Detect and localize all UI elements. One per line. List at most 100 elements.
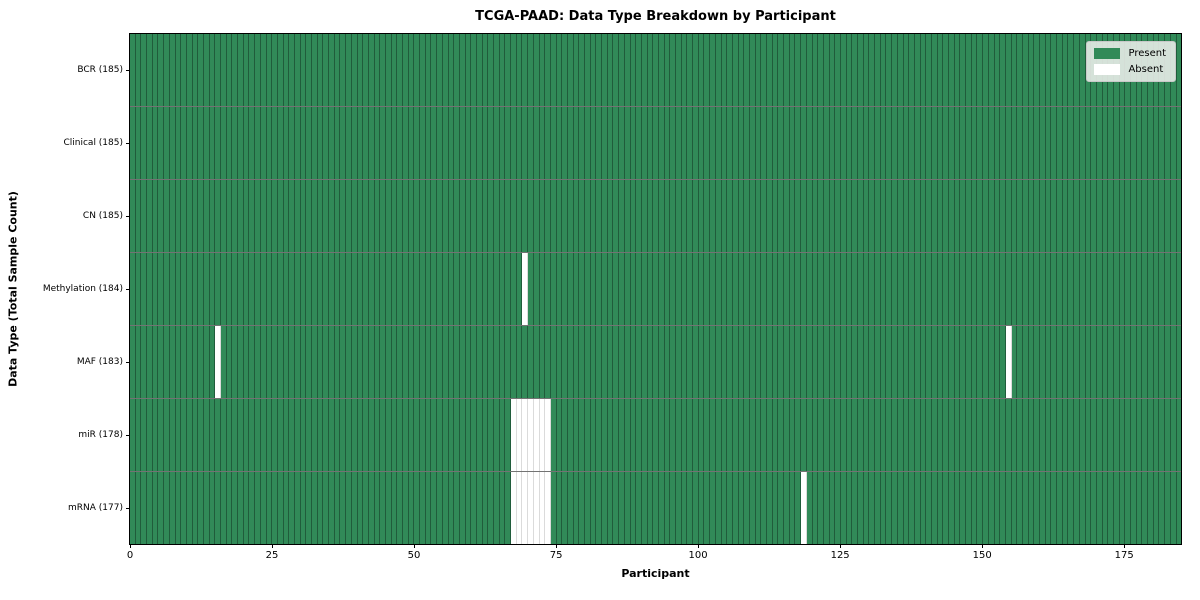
heatmap-cell	[681, 399, 688, 471]
heatmap-cell	[988, 180, 995, 252]
heatmap-cell	[255, 472, 261, 544]
heatmap-cell	[215, 472, 221, 544]
heatmap-cell	[732, 107, 739, 179]
heatmap-cell	[897, 180, 904, 252]
heatmap-cell	[852, 34, 858, 106]
heatmap-cell	[1113, 253, 1120, 325]
heatmap-cell	[198, 472, 204, 544]
heatmap-cell	[306, 34, 312, 106]
heatmap-cell	[221, 253, 227, 325]
heatmap-cell	[1159, 472, 1166, 544]
heatmap-cell	[875, 253, 881, 325]
heatmap-cell	[533, 472, 540, 544]
heatmap-cell	[334, 180, 341, 252]
heatmap-cell	[317, 326, 324, 398]
heatmap-cell	[966, 472, 972, 544]
heatmap-cell	[249, 34, 256, 106]
heatmap-cell	[380, 107, 386, 179]
heatmap-cell	[431, 34, 438, 106]
heatmap-cell	[1170, 107, 1177, 179]
heatmap-cell	[619, 399, 625, 471]
heatmap-cell	[340, 180, 347, 252]
heatmap-cell	[732, 180, 739, 252]
heatmap-cell	[903, 253, 910, 325]
heatmap-cell	[175, 253, 182, 325]
heatmap-cell	[334, 34, 341, 106]
heatmap-cell	[380, 180, 386, 252]
heatmap-cell	[806, 399, 813, 471]
heatmap-cell	[306, 180, 312, 252]
heatmap-cell	[664, 107, 671, 179]
heatmap-cell	[880, 326, 887, 398]
heatmap-cell	[966, 34, 972, 106]
heatmap-cell	[698, 399, 705, 471]
heatmap-cell	[164, 107, 170, 179]
heatmap-cell	[1068, 399, 1075, 471]
heatmap-cell	[243, 34, 250, 106]
heatmap-cell	[266, 107, 273, 179]
heatmap-cell	[1034, 180, 1040, 252]
heatmap-cell	[340, 472, 347, 544]
heatmap-cell	[681, 472, 688, 544]
heatmap-cell	[385, 180, 392, 252]
heatmap-cell	[425, 34, 432, 106]
heatmap-cell	[596, 399, 603, 471]
heatmap-cell	[880, 34, 887, 106]
heatmap-cell	[636, 34, 642, 106]
heatmap-cell	[511, 34, 517, 106]
y-tick-label: CN (185)	[82, 211, 123, 222]
heatmap-cell	[949, 253, 955, 325]
heatmap-cell	[363, 399, 369, 471]
heatmap-cell	[579, 253, 585, 325]
heatmap-cell	[573, 326, 580, 398]
heatmap-cell	[516, 34, 523, 106]
heatmap-cell	[1005, 107, 1012, 179]
heatmap-cell	[658, 180, 665, 252]
y-tick-mark	[126, 70, 130, 72]
heatmap-cell	[431, 472, 438, 544]
heatmap-cell	[687, 399, 694, 471]
heatmap-cell	[567, 472, 574, 544]
heatmap-cell	[289, 472, 295, 544]
heatmap-cell	[471, 253, 477, 325]
heatmap-cell	[249, 326, 256, 398]
heatmap-cell	[329, 180, 335, 252]
heatmap-cell	[442, 326, 449, 398]
heatmap-cell	[1165, 180, 1171, 252]
heatmap-cell	[363, 253, 369, 325]
heatmap-row	[130, 399, 1182, 472]
heatmap-cell	[1074, 34, 1080, 106]
heatmap-cell	[749, 34, 756, 106]
heatmap-cell	[488, 180, 494, 252]
heatmap-cell	[209, 399, 216, 471]
heatmap-cell	[414, 180, 421, 252]
heatmap-cell	[949, 180, 955, 252]
heatmap-cell	[329, 472, 335, 544]
heatmap-cell	[397, 399, 403, 471]
heatmap-cell	[141, 326, 148, 398]
heatmap-cell	[385, 326, 392, 398]
heatmap-cell	[414, 326, 421, 398]
heatmap-cell	[272, 253, 278, 325]
heatmap-cell	[630, 34, 637, 106]
heatmap-cell	[875, 34, 881, 106]
heatmap-cell	[687, 180, 694, 252]
heatmap-cell	[300, 399, 307, 471]
heatmap-cell	[306, 399, 312, 471]
heatmap-cell	[863, 180, 870, 252]
heatmap-cell	[693, 180, 699, 252]
heatmap-cell	[914, 34, 921, 106]
heatmap-cell	[926, 180, 932, 252]
heatmap-cell	[767, 472, 773, 544]
heatmap-cell	[988, 253, 995, 325]
heatmap-cell	[272, 472, 278, 544]
heatmap-cell	[312, 253, 318, 325]
heatmap-cell	[1000, 180, 1006, 252]
heatmap-cell	[192, 34, 199, 106]
heatmap-cell	[545, 472, 551, 544]
heatmap-cell	[784, 180, 790, 252]
heatmap-cell	[641, 180, 648, 252]
heatmap-cell	[385, 399, 392, 471]
heatmap-cell	[186, 253, 193, 325]
heatmap-cell	[755, 34, 762, 106]
